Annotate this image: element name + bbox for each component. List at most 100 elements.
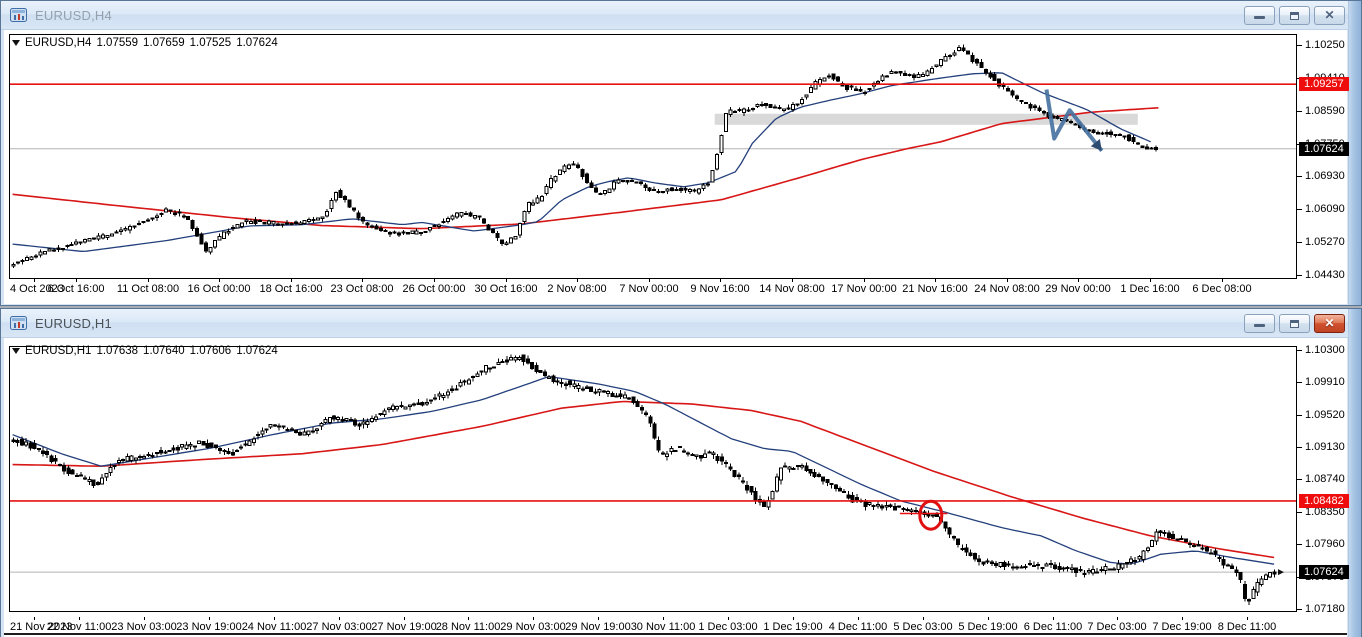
ohlc-close: 1.07624 [236, 345, 278, 357]
level-price-badge: 1.08482 [1299, 494, 1349, 508]
y-tick-mark [1297, 512, 1302, 513]
chart-window-icon [10, 316, 27, 330]
y-tick-mark [1297, 415, 1302, 416]
restore-button[interactable] [1279, 6, 1310, 25]
drawn-arrow-annotation [1044, 89, 1104, 153]
window-title: EURUSD,H1 [35, 315, 112, 331]
chart-ohlc-header: EURUSD,H4 1.07559 1.07659 1.07525 1.07624 [12, 37, 283, 49]
x-tick-label: 5 Dec 19:00 [958, 621, 1018, 633]
y-tick-mark [1297, 209, 1302, 210]
candlestick-plot-h1[interactable] [9, 346, 1297, 612]
x-tick-mark [1182, 617, 1183, 620]
x-tick-label: 7 Dec 19:00 [1152, 621, 1212, 633]
titlebar-h4[interactable]: EURUSD,H4 ✕ [1, 1, 1361, 30]
x-tick-label: 1 Dec 16:00 [1120, 283, 1180, 295]
y-tick-mark [1297, 350, 1302, 351]
dropdown-icon[interactable] [12, 40, 20, 46]
candlestick-plot-h4[interactable] [9, 34, 1297, 279]
y-tick-mark [1297, 479, 1302, 480]
chart-window-icon [10, 8, 27, 22]
close-icon: ✕ [1324, 8, 1335, 22]
chart-area-h1[interactable]: EURUSD,H1 1.07638 1.07640 1.07606 1.07624 1.… [4, 338, 1349, 637]
x-tick-label: 9 Nov 16:00 [690, 283, 750, 295]
price-axis-h1[interactable]: 1.10300 1.09910 1.09520 1.09130 1.08740 1.083… [1297, 338, 1357, 637]
ohlc-low: 1.07606 [189, 345, 232, 357]
chart-symbol-label: EURUSD,H1 [25, 345, 92, 357]
x-tick-mark [404, 617, 405, 620]
restore-icon [1290, 12, 1299, 20]
dropdown-icon[interactable] [12, 348, 20, 354]
x-tick-label: 29 Nov 19:00 [565, 621, 631, 633]
x-tick-label: 29 Nov 03:00 [500, 621, 566, 633]
x-tick-label: 17 Nov 00:00 [831, 283, 897, 295]
last-price-marker [1278, 569, 1284, 576]
close-button[interactable]: ✕ [1314, 6, 1345, 25]
y-tick-label: 1.06090 [1305, 203, 1345, 215]
minimize-button[interactable] [1244, 314, 1275, 333]
chart-canvas[interactable] [10, 35, 1296, 278]
y-tick-label: 1.05270 [1305, 236, 1345, 248]
y-tick-label: 1.09520 [1305, 409, 1345, 421]
x-tick-mark [793, 617, 794, 620]
y-tick-label: 1.07180 [1305, 603, 1345, 615]
x-tick-label: 4 Dec 11:00 [828, 621, 888, 633]
restore-button[interactable] [1279, 314, 1310, 333]
x-tick-mark [864, 279, 865, 282]
x-tick-mark [923, 617, 924, 620]
y-tick-mark [1297, 382, 1302, 383]
chart-window-h4[interactable]: EURUSD,H4 ✕ EURUSD,H4 1.07559 1.07659 1.075… [0, 0, 1362, 306]
y-tick-mark [1297, 111, 1302, 112]
ohlc-low: 1.07525 [189, 37, 232, 49]
x-tick-label: 2 Nov 08:00 [547, 283, 607, 295]
close-button[interactable]: ✕ [1314, 314, 1345, 333]
ohlc-high: 1.07659 [143, 37, 185, 49]
chart-area-h4[interactable]: EURUSD,H4 1.07559 1.07659 1.07525 1.07624 1.… [4, 30, 1349, 304]
time-axis-h1[interactable]: 21 Nov 2023 22 Nov 11:00 23 Nov 03:00 23 No… [9, 617, 1297, 637]
x-tick-label: 21 Nov 16:00 [902, 283, 968, 295]
x-tick-label: 14 Nov 08:00 [759, 283, 825, 295]
restore-icon [1290, 320, 1299, 328]
x-tick-mark [1078, 279, 1079, 282]
x-tick-mark [506, 279, 507, 282]
y-tick-label: 1.08590 [1305, 105, 1345, 117]
minimize-button[interactable] [1244, 6, 1275, 25]
x-tick-label: 11 Oct 08:00 [116, 283, 180, 295]
ohlc-open: 1.07638 [96, 345, 139, 357]
x-tick-label: 7 Nov 00:00 [619, 283, 679, 295]
ohlc-close: 1.07624 [236, 37, 278, 49]
window-frame-right [1348, 309, 1361, 637]
ohlc-open: 1.07559 [96, 37, 139, 49]
x-tick-mark [728, 617, 729, 620]
x-tick-label: 28 Nov 11:00 [435, 621, 501, 633]
minimize-icon [1254, 16, 1265, 19]
window-frame-right [1348, 1, 1361, 305]
x-tick-mark [1247, 617, 1248, 620]
bid-price-badge: 1.07624 [1299, 565, 1349, 579]
x-tick-mark [858, 617, 859, 620]
price-axis-h4[interactable]: 1.102501.094101.085901.077501.069301.060… [1297, 30, 1357, 304]
x-tick-label: 22 Nov 11:00 [46, 621, 112, 633]
y-tick-label: 1.09910 [1305, 376, 1345, 388]
y-tick-label: 1.07960 [1305, 538, 1345, 550]
ma-slow-line [12, 400, 1275, 559]
x-tick-label: 24 Nov 11:00 [241, 621, 307, 633]
x-tick-label: 27 Nov 03:00 [306, 621, 372, 633]
x-tick-mark [598, 617, 599, 620]
x-tick-label: 16 Oct 00:00 [187, 283, 251, 295]
x-tick-label: 7 Dec 03:00 [1087, 621, 1147, 633]
drawn-arrow-head [1090, 139, 1102, 151]
chart-canvas[interactable] [10, 347, 1296, 611]
time-axis-h4[interactable]: 4 Oct 2023 6 Oct 16:00 11 Oct 08:00 16 Oct … [9, 279, 1297, 299]
x-tick-mark [1150, 279, 1151, 282]
chart-window-h1[interactable]: EURUSD,H1 ✕ EURUSD,H1 1.07638 1.07640 1.076… [0, 308, 1362, 637]
x-tick-mark [76, 279, 77, 282]
x-tick-mark [1117, 617, 1118, 620]
y-tick-mark [1297, 544, 1302, 545]
titlebar-h1[interactable]: EURUSD,H1 ✕ [1, 309, 1361, 338]
close-icon: ✕ [1324, 316, 1335, 330]
supply-zone [714, 113, 1138, 125]
x-tick-mark [291, 279, 292, 282]
y-tick-mark [1297, 609, 1302, 610]
x-tick-mark [339, 617, 340, 620]
x-tick-mark [1222, 279, 1223, 282]
